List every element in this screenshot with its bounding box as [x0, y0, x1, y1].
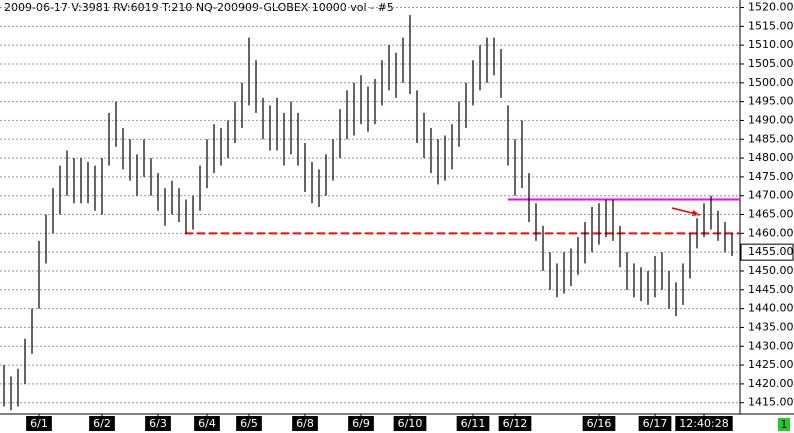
x-tick-label: 6/1	[30, 417, 48, 430]
y-tick-label: 1510.00	[748, 38, 794, 51]
x-tick-label: 6/5	[240, 417, 258, 430]
y-tick-label: 1420.00	[748, 377, 794, 390]
x-tick-label: 6/16	[587, 417, 612, 430]
x-label-box	[393, 416, 427, 431]
y-tick-label: 1520.00	[748, 1, 794, 14]
x-label-box	[348, 416, 374, 431]
y-tick-label: 1490.00	[748, 113, 794, 126]
status-box	[778, 418, 790, 431]
x-label-box	[456, 416, 490, 431]
x-tick-label: 6/9	[352, 417, 370, 430]
y-tick-label: 1480.00	[748, 151, 794, 164]
y-tick-label: 1495.00	[748, 95, 794, 108]
x-tick-label: 6/10	[398, 417, 423, 430]
x-label-box	[26, 416, 52, 431]
x-tick-label: 6/17	[643, 417, 668, 430]
x-tick-label: 6/3	[149, 417, 167, 430]
y-tick-label: 1430.00	[748, 339, 794, 352]
x-label-box	[145, 416, 171, 431]
last-price-box	[740, 243, 794, 261]
last-price-label: 1455.00	[748, 245, 794, 258]
y-tick-label: 1440.00	[748, 302, 794, 315]
y-tick-label: 1500.00	[748, 76, 794, 89]
x-tick-label: 12:40:28	[679, 417, 728, 430]
x-tick-label: 6/11	[461, 417, 486, 430]
y-tick-label: 1425.00	[748, 358, 794, 371]
x-tick-label: 6/12	[503, 417, 528, 430]
x-tick-label: 6/2	[93, 417, 111, 430]
x-label-box	[89, 416, 115, 431]
y-tick-label: 1450.00	[748, 264, 794, 277]
y-tick-label: 1465.00	[748, 208, 794, 221]
y-tick-label: 1415.00	[748, 396, 794, 409]
y-tick-label: 1515.00	[748, 19, 794, 32]
y-tick-label: 1485.00	[748, 132, 794, 145]
x-tick-label: 6/8	[296, 417, 314, 430]
x-label-box	[498, 416, 532, 431]
y-tick-label: 1505.00	[748, 57, 794, 70]
x-label-box	[675, 416, 733, 431]
y-tick-label: 1445.00	[748, 283, 794, 296]
y-tick-label: 1470.00	[748, 189, 794, 202]
x-label-box	[292, 416, 318, 431]
y-tick-label: 1460.00	[748, 226, 794, 239]
status-label: 1	[781, 418, 788, 431]
y-tick-label: 1475.00	[748, 170, 794, 183]
x-label-box	[194, 416, 220, 431]
chart-title: 2009-06-17 V:3981 RV:6019 T:210 NQ-20090…	[4, 1, 394, 14]
x-label-box	[638, 416, 672, 431]
x-label-box	[582, 416, 616, 431]
x-tick-label: 6/4	[198, 417, 216, 430]
y-tick-label: 1435.00	[748, 320, 794, 333]
x-label-box	[236, 416, 262, 431]
